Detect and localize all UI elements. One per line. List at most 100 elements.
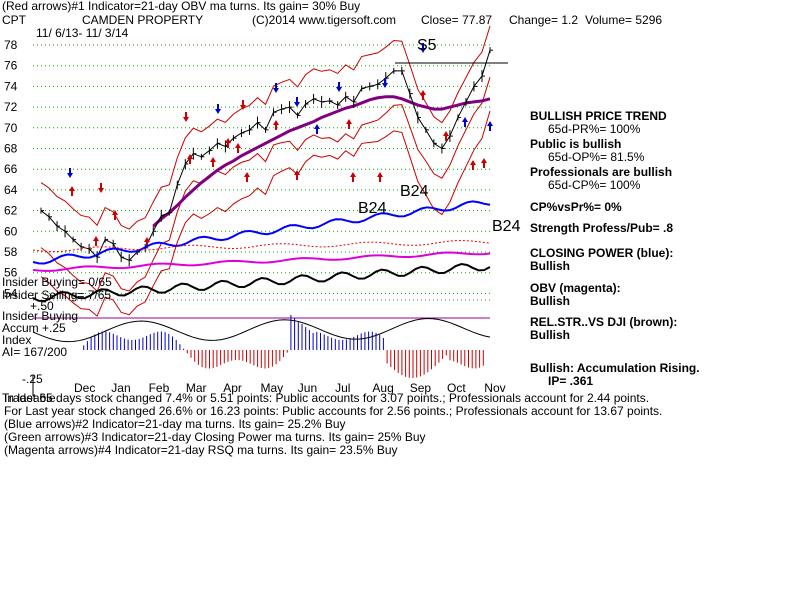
up-arrow-icon bbox=[93, 236, 99, 246]
closing-power-value: Bullish bbox=[530, 259, 571, 273]
strength: Strength Profess/Pub= .8 bbox=[530, 221, 674, 235]
price-line bbox=[449, 117, 459, 137]
y-tick-label: 76 bbox=[4, 59, 18, 73]
accumulation-histogram bbox=[32, 315, 491, 378]
up-arrow-icon bbox=[225, 138, 231, 148]
price-line bbox=[72, 239, 82, 248]
x-tick-label: Jun bbox=[298, 381, 317, 395]
up-arrow-icon bbox=[112, 210, 118, 220]
lower-band bbox=[40, 77, 491, 292]
y-tick-label: 72 bbox=[4, 100, 18, 114]
s5-label: S5 bbox=[417, 37, 437, 54]
price-line bbox=[433, 142, 443, 149]
close-value: Close= 77.87 bbox=[421, 13, 492, 27]
tradeable-label: Tradeable bbox=[2, 391, 56, 405]
indicator-lines bbox=[32, 200, 491, 303]
ticker: CPT bbox=[2, 13, 27, 27]
price-line bbox=[385, 70, 395, 79]
y-tick-label: 70 bbox=[4, 121, 18, 135]
up-arrow-icon bbox=[346, 119, 352, 129]
signal-dotted-line bbox=[32, 240, 491, 253]
down-arrow-icon bbox=[215, 104, 221, 114]
accum-label: Accum +.25 bbox=[2, 321, 66, 335]
price-line bbox=[104, 239, 114, 245]
down-arrow-icon bbox=[273, 83, 279, 93]
price-line bbox=[321, 100, 330, 103]
signal-arrows bbox=[67, 43, 493, 247]
lower-band-2 bbox=[40, 110, 491, 317]
up-arrow-icon bbox=[144, 237, 150, 247]
down-arrow-icon bbox=[336, 82, 342, 92]
price-line bbox=[168, 184, 178, 213]
up-arrow-icon bbox=[210, 157, 216, 167]
y-tick-label: 78 bbox=[4, 38, 18, 52]
copyright: (C)2014 www.tigersoft.com bbox=[252, 13, 396, 27]
header-red-arrows: (Red arrows)#1 Indicator=21-day OBV ma t… bbox=[2, 0, 360, 13]
down-arrow-icon bbox=[294, 97, 300, 107]
price-line bbox=[257, 122, 266, 131]
price-line bbox=[441, 135, 451, 149]
up-arrow-icon bbox=[235, 143, 241, 153]
footer-line-3: (Blue arrows)#2 Indicator=21-day ma turn… bbox=[4, 417, 346, 431]
accum-plus50: +.50 bbox=[30, 299, 54, 313]
price-line bbox=[161, 212, 170, 217]
price-line bbox=[128, 251, 138, 261]
down-arrow-icon bbox=[183, 112, 189, 122]
up-arrow-icon bbox=[420, 90, 426, 100]
price-bars bbox=[40, 47, 493, 267]
y-tick-label: 64 bbox=[4, 183, 18, 197]
relstr-line bbox=[32, 262, 491, 303]
closing-power-line bbox=[32, 200, 491, 265]
relstr-value: Bullish bbox=[530, 328, 571, 342]
price-line bbox=[297, 103, 306, 116]
price-line bbox=[64, 230, 74, 240]
footer-line-1: In last 65 days stock changed 7.4% or 5.… bbox=[4, 391, 650, 405]
x-tick-label: Oct bbox=[447, 381, 466, 395]
change-value: Change= 1.2 bbox=[509, 13, 578, 27]
pro-title: Professionals are bullish bbox=[530, 165, 673, 179]
ai-label: AI= 167/200 bbox=[2, 345, 67, 359]
down-arrow-icon bbox=[240, 100, 246, 110]
price-line bbox=[361, 85, 370, 89]
price-line bbox=[337, 96, 347, 106]
b24-label: B24 bbox=[492, 218, 521, 235]
price-line bbox=[48, 216, 58, 227]
obv-value: Bullish bbox=[530, 294, 571, 308]
x-tick-label: Aug bbox=[372, 381, 393, 395]
down-arrow-icon bbox=[67, 168, 73, 178]
price-line bbox=[401, 70, 411, 94]
up-arrow-icon bbox=[294, 170, 300, 180]
price-line bbox=[313, 98, 322, 103]
y-tick-label: 66 bbox=[4, 162, 18, 176]
footer-line-2: For Last year stock changed 26.6% or 16.… bbox=[4, 404, 663, 418]
up-arrow-icon bbox=[273, 120, 279, 130]
x-tick-label: Jul bbox=[335, 381, 350, 395]
y-tick-label: 68 bbox=[4, 142, 18, 156]
x-tick-label: Dec bbox=[74, 381, 95, 395]
moving-average-line bbox=[152, 95, 491, 228]
price-line bbox=[201, 150, 210, 158]
up-arrow-icon bbox=[69, 186, 75, 196]
insider-buying-label-2: Insider Buying bbox=[2, 309, 78, 323]
down-arrow-icon bbox=[382, 78, 388, 88]
footer-line-5: (Magenta arrows)#4 Indicator=21-day RSQ … bbox=[4, 443, 398, 457]
x-tick-label: Mar bbox=[186, 381, 207, 395]
price-line bbox=[369, 83, 378, 87]
x-tick-label: Feb bbox=[149, 381, 170, 395]
y-tick-label: 74 bbox=[4, 79, 18, 93]
y-axis: 54 56 58 60 62 64 66 68 70 72 74 76 78 bbox=[4, 38, 18, 300]
price-line bbox=[249, 122, 258, 131]
accum-ma-line bbox=[32, 318, 491, 343]
x-tick-label: Jan bbox=[111, 381, 130, 395]
accum-minus25: -.25 bbox=[22, 372, 43, 386]
up-arrow-icon bbox=[187, 154, 193, 164]
y-tick-label: 62 bbox=[4, 204, 18, 218]
price-line bbox=[193, 153, 202, 158]
price-line bbox=[473, 75, 483, 87]
relstr-title: REL.STR..VS DJI (brown): bbox=[530, 315, 678, 329]
x-axis: Dec Jan Feb Mar Apr May Jun Jul Aug Sep Oct Nov bbox=[74, 381, 506, 395]
price-line bbox=[56, 225, 66, 232]
y-tick-label: 56 bbox=[4, 266, 18, 280]
up-arrow-icon bbox=[377, 172, 383, 182]
